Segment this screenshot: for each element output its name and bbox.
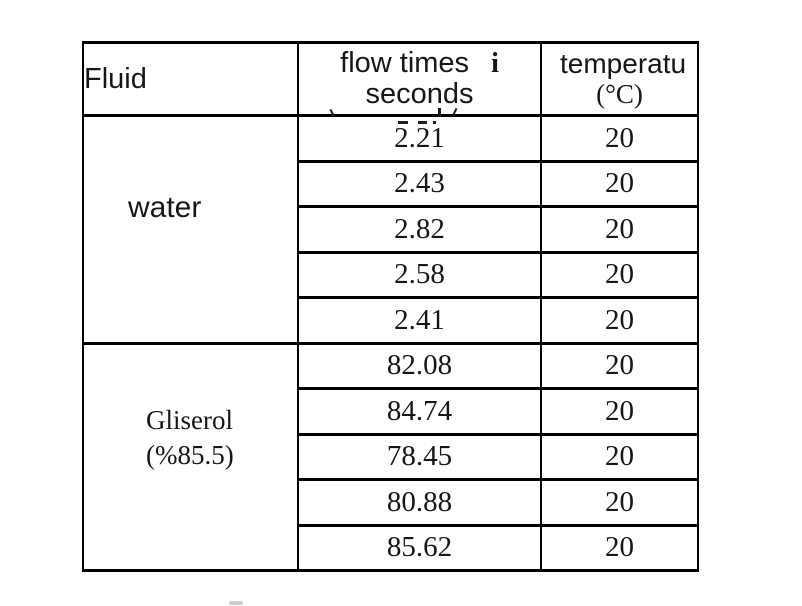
table-row: 2.58 20 (83, 250, 699, 299)
flow-time-cell: 78.45 (297, 432, 542, 481)
table-row: 80.88 20 (83, 478, 699, 527)
temperature-cell: 20 (540, 523, 699, 572)
temperature-cell: 20 (540, 250, 699, 299)
table-row: 2.82 20 (83, 205, 699, 254)
temperature-text: temperatu (560, 48, 687, 79)
data-table: Fluid flow times i seconds temperatu (°C)… (82, 41, 699, 572)
merged-cell-gliserol: Gliserol (%85.5) (82, 341, 299, 572)
text-remnant-mark (433, 121, 436, 124)
header-row: Fluid flow times i seconds temperatu (°C) (82, 41, 699, 117)
col-header-fluid: Fluid (82, 41, 299, 117)
flow-times-text: flow times (340, 47, 470, 79)
temperature-cell: 20 (540, 341, 699, 390)
table-row: Gliserol (%85.5) 82.08 20 (82, 341, 699, 572)
bottom-smudge-artifact (229, 601, 243, 605)
flow-times-line1: flow times i (299, 47, 540, 80)
col-header-flow-times: flow times i seconds (297, 41, 542, 117)
table-row: 2.41 20 (83, 296, 699, 345)
flow-times-line2: seconds (365, 78, 474, 110)
flow-time-cell: 82.08 (297, 341, 542, 390)
fluid-label-water: water (128, 191, 202, 225)
table-row: 78.45 20 (83, 432, 699, 481)
col-header-temperature: temperatu (°C) (540, 41, 699, 117)
table-row: 85.62 20 (83, 523, 699, 572)
gliserol-name: Gliserol (146, 404, 233, 435)
merged-cell-water: water (82, 114, 299, 345)
temperature-cell: 20 (540, 205, 699, 254)
text-remnant-mark (418, 121, 427, 124)
temperature-cell: 20 (540, 387, 699, 436)
fluid-label-gliserol: Gliserol (%85.5) (84, 403, 297, 473)
table-row: water 2.21 20 (82, 114, 699, 345)
table-row: 84.74 20 (83, 387, 699, 436)
text-remnant-mark (398, 121, 408, 124)
gliserol-concentration: (%85.5) (146, 439, 234, 470)
flow-times-marker: i (491, 48, 499, 79)
flow-time-cell: 2.58 (297, 250, 542, 299)
temperature-cell: 20 (540, 114, 699, 163)
temperature-cell: 20 (540, 432, 699, 481)
flow-time-cell: 2.82 (297, 205, 542, 254)
table-row: 2.43 20 (83, 159, 699, 208)
text-remnant-mark (438, 108, 441, 117)
flow-time-cell: 2.41 (297, 296, 542, 345)
flow-time-cell: 84.74 (297, 387, 542, 436)
flow-time-cell: 80.88 (297, 478, 542, 527)
temperature-cell: 20 (540, 296, 699, 345)
flow-time-cell: 2.43 (297, 159, 542, 208)
temperature-cell: 20 (540, 159, 699, 208)
temperature-unit: (°C) (596, 79, 643, 109)
flow-time-cell: 85.62 (297, 523, 542, 572)
col-header-fluid-label: Fluid (84, 62, 147, 95)
temperature-cell: 20 (540, 478, 699, 527)
